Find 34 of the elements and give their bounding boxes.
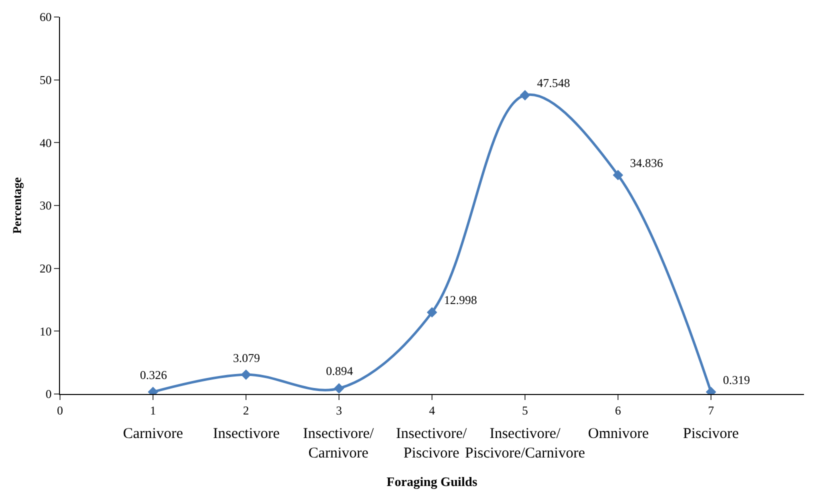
text: Insectivore/ Carnivore — [303, 426, 375, 462]
x-tick-label: 3 — [336, 403, 342, 418]
y-tick-label: 50 — [40, 73, 52, 88]
x-tick-label: 2 — [243, 403, 249, 418]
data-label: 12.998 — [444, 293, 477, 307]
y-tick-label: 60 — [40, 10, 52, 24]
x-tick-label: 6 — [615, 403, 621, 418]
x-tick-label: 0 — [57, 403, 63, 418]
text: Omnivore — [588, 426, 650, 442]
point — [334, 383, 344, 394]
data-label: 0.319 — [723, 373, 750, 387]
y-tick-label: 20 — [40, 262, 52, 276]
x-tick-label: 7 — [708, 403, 714, 418]
text: Insectivore — [213, 426, 280, 442]
x-tick-label: 5 — [522, 403, 528, 418]
data-label: 0.894 — [326, 364, 353, 378]
y-tick-label: 0 — [46, 387, 52, 402]
point — [520, 90, 530, 100]
point — [426, 307, 438, 318]
data-label: 34.836 — [630, 156, 663, 170]
y-tick-label: 40 — [40, 136, 52, 150]
y-tick-label: 30 — [40, 198, 52, 213]
point — [612, 170, 624, 180]
data-label: 0.326 — [140, 368, 167, 382]
text: Piscivore — [683, 426, 740, 442]
text: Carnivore — [123, 426, 184, 442]
y-tick-label: 10 — [40, 324, 52, 338]
y-axis-title: Percentage — [10, 176, 24, 234]
data-label: 3.079 — [233, 351, 260, 365]
point — [240, 369, 252, 380]
x-tick-label: 1 — [150, 403, 156, 418]
x-tick-label: 4 — [429, 403, 435, 418]
x-axis-title: Foraging Guilds — [386, 474, 478, 489]
data-label: 47.548 — [537, 76, 570, 90]
